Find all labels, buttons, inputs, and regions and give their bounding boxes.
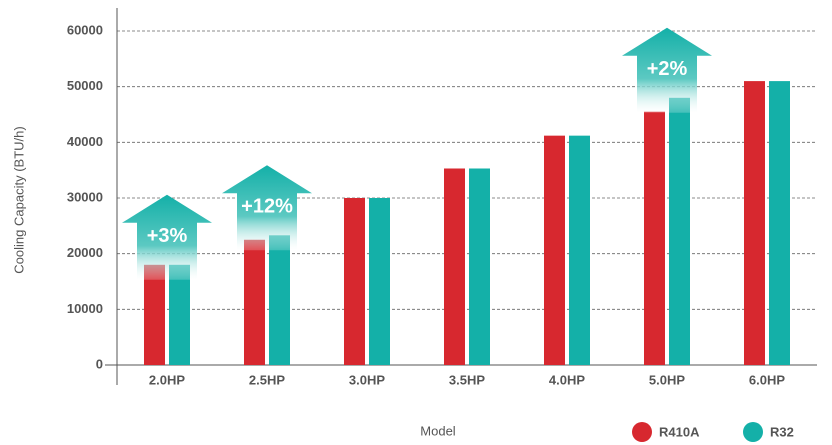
annotation-arrow: +12% — [222, 165, 312, 251]
legend-label: R410A — [659, 424, 700, 439]
x-tick-label: 4.0HP — [549, 372, 585, 387]
x-tick-label: 5.0HP — [649, 372, 685, 387]
arrow-shape — [122, 194, 212, 280]
bar — [644, 111, 665, 365]
bar — [744, 81, 765, 365]
bar — [169, 264, 190, 365]
legend-swatch — [743, 422, 763, 442]
bar — [369, 198, 390, 365]
bar — [769, 81, 790, 365]
legend-label: R32 — [770, 424, 794, 439]
bar — [344, 198, 365, 365]
bar — [244, 239, 265, 365]
x-tick-label: 2.5HP — [249, 372, 285, 387]
arrow-shape — [222, 165, 312, 251]
x-tick-label: 3.5HP — [449, 372, 485, 387]
y-tick-label: 40000 — [67, 134, 103, 149]
annotation-label: +3% — [147, 225, 188, 247]
arrow-shape — [622, 27, 712, 113]
x-tick-label: 3.0HP — [349, 372, 385, 387]
bar — [269, 235, 290, 365]
y-tick-label: 10000 — [67, 301, 103, 316]
bar — [144, 264, 165, 365]
x-axis-label: Model — [420, 423, 456, 438]
bar — [569, 135, 590, 365]
bar — [444, 168, 465, 365]
bar — [669, 97, 690, 366]
legend-swatch — [632, 422, 652, 442]
y-tick-label: 20000 — [67, 245, 103, 260]
annotation-arrow: +2% — [622, 27, 712, 113]
bar — [544, 135, 565, 365]
y-tick-label: 30000 — [67, 189, 103, 204]
annotation-label: +12% — [241, 196, 293, 218]
y-tick-label: 0 — [96, 356, 103, 371]
annotation-arrow: +3% — [122, 194, 212, 280]
x-tick-label: 6.0HP — [749, 372, 785, 387]
annotation-label: +2% — [647, 58, 688, 80]
y-tick-label: 60000 — [67, 22, 103, 37]
y-axis-label: Cooling Capacity (BTU/h) — [11, 126, 26, 273]
y-tick-label: 50000 — [67, 78, 103, 93]
bar — [469, 168, 490, 365]
x-tick-label: 2.0HP — [149, 372, 185, 387]
